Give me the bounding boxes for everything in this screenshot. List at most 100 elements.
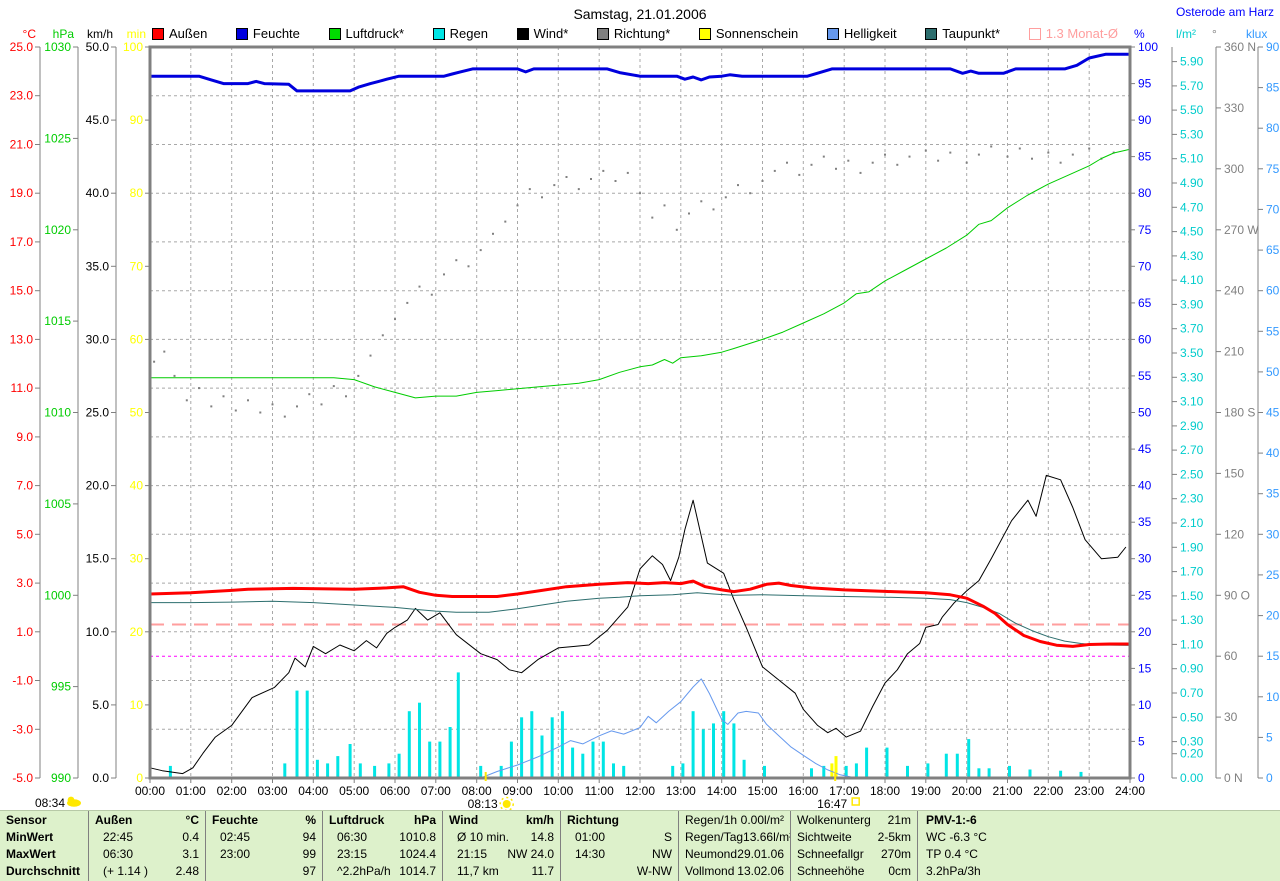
svg-text:01:00: 01:00 [176,784,206,798]
svg-text:20: 20 [1138,625,1152,639]
svg-text:45: 45 [1138,442,1152,456]
series-sonnenschein [830,756,838,778]
svg-text:45: 45 [1266,406,1280,420]
cell-value: S [663,830,672,844]
cell-time [212,863,220,880]
svg-text:65: 65 [1138,296,1152,310]
table-info-col-2: Wolkenunterg 21m Sichtweite 2-5km Schneefall… [790,811,917,881]
table-row: Neumond 29.01.06 [679,846,790,863]
info-value: 2-5km [877,830,911,844]
cell-time: 22:45 [103,830,134,844]
cell-time: 21:15 [457,847,488,861]
x-axis: 00:00 01:00 02:00 03:00 04:00 05:00 06:00 07:00… [135,778,1145,798]
table-row: Regen/Tag 13.66l/m² [679,829,790,846]
series-helligkeit [480,678,869,779]
svg-text:35: 35 [1266,487,1280,501]
svg-text:10: 10 [130,698,144,712]
legend-item-regen: Regen [432,26,488,41]
legend-item-au-en: Außen [152,26,207,41]
col-title: Außen [95,813,133,827]
svg-text:°C: °C [23,27,37,41]
legend: Außen Feuchte Luftdruck* Regen Wind* Richtung… [152,26,1118,41]
svg-text:300: 300 [1224,162,1244,176]
svg-text:21:00: 21:00 [992,784,1022,798]
svg-text:1.70: 1.70 [1180,565,1204,579]
svg-text:90: 90 [130,113,144,127]
col-unit: km/h [525,813,554,827]
info-value: 21m [887,813,911,827]
cell-value: 99 [302,847,316,861]
table-col-wind: Wind km/h Ø 10 min. 14.8 21:15 NW 24.0 11,7 km… [442,811,560,881]
svg-text:990: 990 [51,771,71,785]
svg-text:15.0: 15.0 [86,552,110,566]
info-value: 0.00l/m² [740,813,784,827]
svg-text:60: 60 [1224,649,1238,663]
svg-text:0 N: 0 N [1224,771,1243,785]
svg-text:0.20: 0.20 [1180,747,1204,761]
svg-text:95: 95 [1138,77,1152,91]
svg-text:70: 70 [1138,259,1152,273]
legend-swatch-icon [328,27,341,40]
svg-text:1010: 1010 [44,406,71,420]
svg-text:7.0: 7.0 [16,479,33,493]
info-value: 0cm [888,864,911,878]
table-row: WC -6.3 °C [926,830,987,844]
cell-time: 14:30 [575,847,606,861]
svg-text:08:00: 08:00 [462,784,492,798]
table-row: Vollmond 13.02.06 [679,863,790,880]
table-row: Regen/1h 0.00l/m² [679,812,790,829]
svg-text:20: 20 [1266,609,1280,623]
cell-time: 06:30 [337,830,368,844]
legend-swatch-icon [235,27,248,40]
table-row: 3.2hPa/3h [926,864,981,878]
col-unit: °C [185,813,199,827]
legend-label: Taupunkt* [942,26,1001,41]
info-label: Wolkenunterg [797,813,871,827]
table-row: 97 [206,863,322,880]
svg-text:210: 210 [1224,345,1244,359]
svg-text:°: ° [1212,27,1217,41]
svg-text:14:00: 14:00 [707,784,737,798]
svg-text:15: 15 [1266,649,1280,663]
col-unit: % [305,813,316,827]
table-row: W-NW [561,863,678,880]
svg-text:08:13: 08:13 [468,797,498,811]
cell-time: 02:45 [220,830,251,844]
svg-text:30: 30 [1224,710,1238,724]
svg-text:30.0: 30.0 [86,332,110,346]
svg-text:50: 50 [1266,365,1280,379]
svg-text:19:00: 19:00 [911,784,941,798]
svg-text:1025: 1025 [44,131,71,145]
svg-text:17.0: 17.0 [10,235,34,249]
cell-value: 94 [302,830,316,844]
svg-text:04:00: 04:00 [298,784,328,798]
svg-text:23.0: 23.0 [10,89,34,103]
series-wind [149,474,1127,775]
cell-time: 01:00 [575,830,606,844]
axis-kmh: 50.0 45.0 40.0 35.0 30.0 25.0 20.0 15.0 10.0 5.0 0… [86,27,117,785]
svg-text:40.0: 40.0 [86,186,110,200]
svg-text:330: 330 [1224,101,1244,115]
svg-text:11:00: 11:00 [585,784,614,798]
svg-text:25.0: 25.0 [10,40,34,54]
svg-text:90: 90 [1138,113,1152,127]
series-luftdruck [150,148,1131,399]
svg-text:hPa: hPa [53,27,75,41]
stats-table: Sensor MinWert MaxWert Durchschnitt Außen °C 2… [0,810,1280,881]
row-label-maxwert: MaxWert [6,847,56,861]
sun-time-left: 08:34 [35,796,81,810]
table-row: 23:15 1024.4 [323,846,442,863]
svg-text:16:00: 16:00 [788,784,818,798]
series-richtung [153,145,1131,418]
svg-text:50: 50 [1138,406,1152,420]
svg-text:13.0: 13.0 [10,332,34,346]
svg-text:0.30: 0.30 [1180,735,1204,749]
col-title: Richtung [567,813,619,827]
svg-text:1.90: 1.90 [1180,540,1204,554]
legend-label: Richtung* [613,26,671,41]
svg-text:60: 60 [130,332,144,346]
svg-text:3.0: 3.0 [16,576,33,590]
svg-text:1.30: 1.30 [1180,613,1204,627]
svg-text:km/h: km/h [87,27,113,41]
